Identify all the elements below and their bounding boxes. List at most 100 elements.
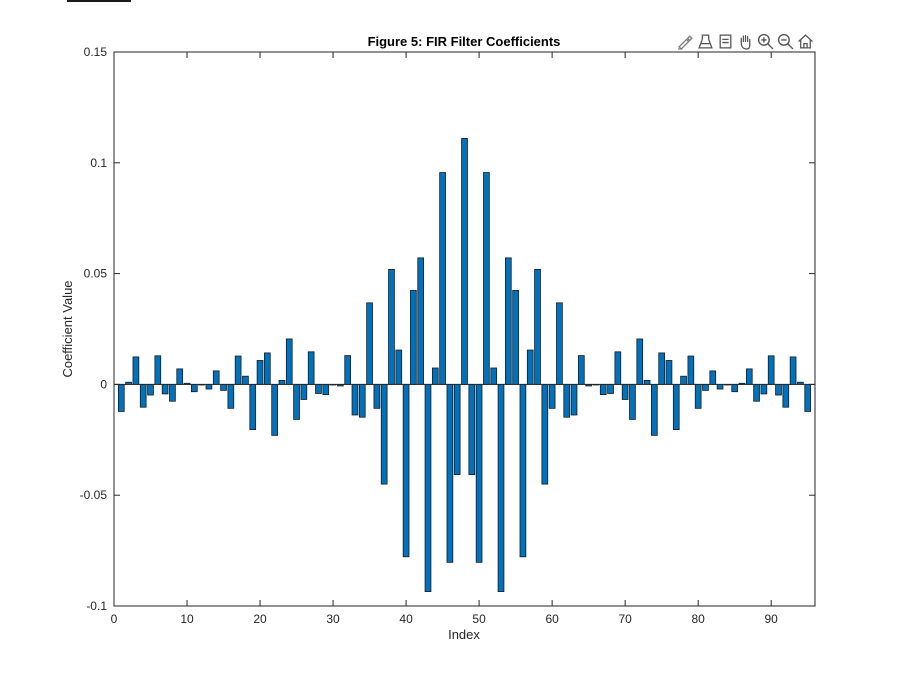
bar	[578, 355, 585, 385]
data-tips-button[interactable]	[696, 31, 715, 51]
bar	[716, 383, 724, 390]
zoom-in-button[interactable]	[756, 31, 775, 51]
bar	[285, 338, 293, 385]
y-tick-label: 0.1	[90, 156, 107, 170]
bar	[220, 383, 227, 391]
bar	[497, 383, 505, 592]
bar	[548, 383, 556, 409]
pan-button[interactable]	[736, 31, 755, 51]
bar	[395, 349, 403, 385]
home-button[interactable]	[796, 31, 815, 51]
bar	[753, 383, 760, 402]
y-tick-label: -0.05	[80, 488, 108, 502]
y-tick-label: 0.15	[84, 45, 108, 59]
bar	[278, 380, 286, 385]
bar	[636, 338, 644, 385]
restore-view-button[interactable]	[716, 31, 735, 51]
y-tick-label: 0.05	[84, 267, 108, 281]
y-axis-label: Coefficient Value	[60, 280, 75, 377]
bar	[366, 302, 373, 385]
bar	[556, 302, 563, 385]
bar	[534, 268, 541, 385]
bar	[629, 383, 636, 420]
bar	[161, 383, 169, 395]
bar	[176, 368, 184, 385]
bar	[672, 383, 680, 431]
axes-toolbar	[676, 31, 815, 53]
x-axis-ticks: 0 10 20 30 40 50 60 70 80 90	[111, 52, 778, 626]
x-tick-label: 50	[472, 612, 486, 626]
bar	[563, 383, 571, 418]
bar	[439, 172, 446, 385]
x-tick-label: 40	[399, 612, 413, 626]
bar	[271, 383, 278, 436]
bar	[526, 349, 534, 385]
y-axis-ticks: -0.1 -0.05 0 0.05 0.1 0.15	[80, 45, 815, 613]
x-tick-label: 60	[545, 612, 559, 626]
brush-icon	[678, 34, 693, 50]
bar	[745, 368, 753, 385]
bar	[373, 383, 381, 409]
bar	[446, 383, 454, 563]
bar	[570, 383, 578, 416]
bar	[227, 383, 235, 409]
bar	[300, 383, 308, 400]
bar	[453, 383, 461, 475]
bar	[782, 383, 790, 408]
x-tick-label: 30	[326, 612, 340, 626]
bar	[132, 356, 140, 385]
pan-hand-icon	[740, 34, 751, 50]
bar	[643, 380, 651, 385]
bar	[307, 351, 315, 385]
bar	[651, 383, 658, 436]
x-tick-label: 70	[618, 612, 632, 626]
bar	[541, 383, 549, 485]
y-tick-label: 0	[100, 377, 107, 391]
zoom-out-icon	[777, 33, 794, 49]
bar	[154, 355, 162, 385]
bar	[504, 257, 512, 385]
bar	[665, 360, 673, 385]
bar	[731, 383, 739, 393]
bar	[760, 383, 768, 395]
bar	[212, 370, 220, 385]
bar	[293, 383, 300, 420]
bar	[461, 138, 468, 385]
bar	[264, 352, 271, 385]
data-tips-icon	[698, 33, 713, 49]
bar	[519, 383, 527, 558]
bar	[702, 383, 709, 391]
bar	[621, 383, 629, 400]
bar	[351, 383, 359, 416]
bar	[483, 172, 490, 385]
bar	[139, 383, 147, 408]
x-tick-label: 10	[180, 612, 194, 626]
x-axis-label: Index	[448, 627, 480, 642]
brush-button[interactable]	[676, 31, 695, 51]
bar	[767, 355, 775, 385]
bar	[344, 355, 351, 385]
bar	[322, 383, 330, 395]
bar	[205, 383, 213, 390]
home-icon	[798, 33, 813, 49]
x-tick-label: 0	[111, 612, 118, 626]
restore-view-icon	[719, 33, 732, 49]
bar	[242, 375, 249, 385]
bar	[490, 367, 498, 385]
y-tick-label: -0.1	[86, 599, 107, 613]
bar	[315, 383, 322, 394]
chart-title: Figure 5: FIR Filter Coefficients	[368, 34, 561, 49]
bar	[607, 383, 614, 394]
bar	[709, 370, 717, 385]
bar-series	[117, 138, 812, 592]
bar	[658, 352, 665, 385]
bar	[789, 356, 797, 385]
bar	[380, 383, 388, 485]
bar	[117, 383, 125, 412]
bar	[417, 257, 425, 385]
bar	[424, 383, 432, 592]
bar	[190, 383, 198, 393]
zoom-out-button[interactable]	[776, 31, 795, 51]
bar	[468, 383, 476, 475]
bar	[234, 355, 242, 385]
